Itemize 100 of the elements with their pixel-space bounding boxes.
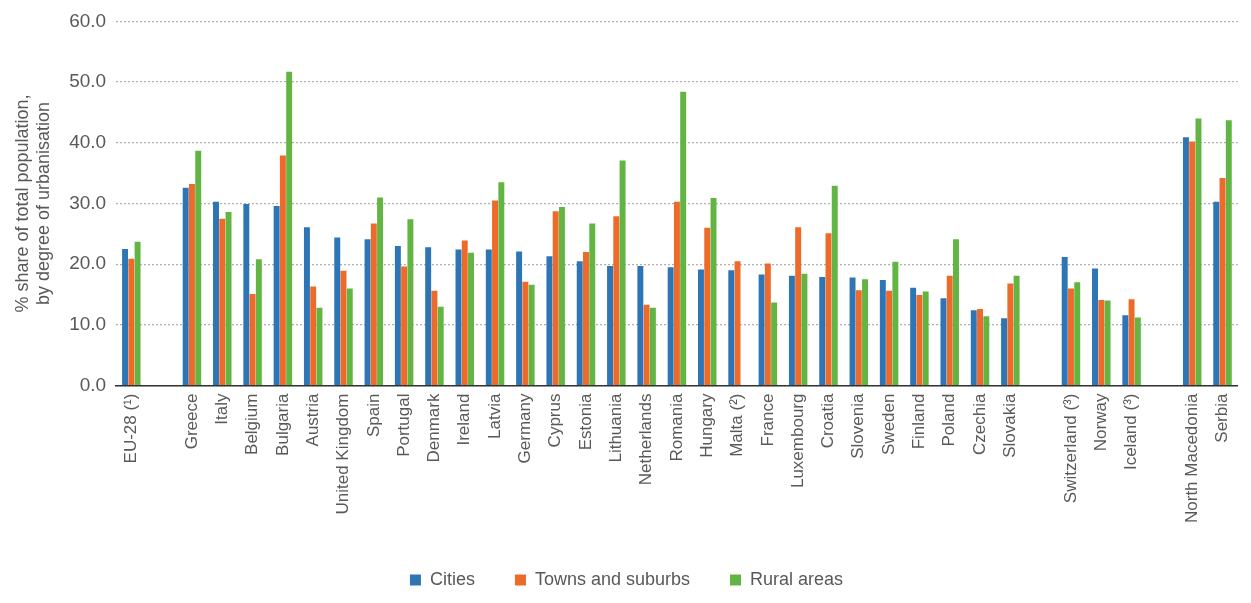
x-tick-label: Greece xyxy=(181,393,201,450)
bar xyxy=(1074,282,1081,385)
bar xyxy=(916,295,923,385)
bar xyxy=(425,247,432,385)
bar xyxy=(788,275,795,385)
x-tick-label: Iceland (³) xyxy=(1121,393,1141,471)
bar xyxy=(892,261,899,385)
x-tick-label: Belgium xyxy=(242,393,262,455)
bar xyxy=(182,187,189,385)
bar xyxy=(461,240,468,385)
bar xyxy=(576,261,583,385)
bar xyxy=(310,286,317,385)
x-tick-label: North Macedonia xyxy=(1181,393,1201,524)
bar xyxy=(195,150,202,385)
bar xyxy=(764,263,771,385)
bar xyxy=(680,91,687,385)
x-tick-label: Netherlands xyxy=(636,393,656,486)
bar xyxy=(728,270,735,385)
y-tick-label: 40.0 xyxy=(69,131,107,153)
x-tick-label: Cyprus xyxy=(545,393,565,448)
bar xyxy=(522,281,529,385)
bar xyxy=(940,298,947,385)
y-tick-label: 30.0 xyxy=(69,191,107,213)
bar xyxy=(831,185,838,385)
bar xyxy=(583,252,589,385)
bar xyxy=(589,223,596,385)
bar xyxy=(485,249,492,385)
x-tick-label: Estonia xyxy=(575,393,595,451)
bar xyxy=(364,239,371,385)
x-tick-label: EU-28 (¹) xyxy=(121,393,141,464)
bar xyxy=(558,207,565,385)
bar xyxy=(849,277,856,385)
y-tick-label: 10.0 xyxy=(69,313,107,335)
bar xyxy=(1195,118,1202,385)
bar xyxy=(546,256,553,385)
x-tick-label: Hungary xyxy=(696,393,716,458)
legend-label: Rural areas xyxy=(750,568,844,589)
y-tick-label: 0.0 xyxy=(79,373,107,395)
bar xyxy=(667,267,674,385)
bar xyxy=(528,284,535,385)
bar xyxy=(377,197,384,385)
x-tick-label: Germany xyxy=(515,393,535,464)
bar xyxy=(946,275,953,385)
bar xyxy=(370,223,377,385)
bar xyxy=(704,227,711,385)
bar xyxy=(619,160,626,385)
bar xyxy=(758,274,765,385)
bar xyxy=(879,279,886,385)
bar xyxy=(407,219,414,385)
bar xyxy=(1013,275,1020,385)
bar xyxy=(334,237,341,385)
bar xyxy=(698,269,704,385)
bar xyxy=(910,287,917,385)
x-tick-label: Poland xyxy=(939,393,959,447)
bar xyxy=(637,265,644,385)
bar xyxy=(855,290,862,385)
x-tick-label: Slovakia xyxy=(1000,393,1020,458)
bar xyxy=(970,310,977,385)
bar xyxy=(1061,256,1068,385)
x-tick-label: Norway xyxy=(1090,393,1110,452)
bar xyxy=(1067,288,1074,385)
x-tick-label: Luxembourg xyxy=(787,393,807,489)
bar xyxy=(492,200,499,385)
x-tick-label: Slovenia xyxy=(848,393,868,459)
x-tick-label: Czechia xyxy=(969,393,989,455)
bar xyxy=(303,227,310,385)
x-tick-label: Denmark xyxy=(424,393,444,463)
x-tick-label: Finland xyxy=(909,393,929,450)
bar xyxy=(128,258,135,385)
bar xyxy=(886,290,893,385)
bar xyxy=(213,201,219,385)
bar xyxy=(1182,137,1189,385)
bar xyxy=(1134,317,1141,385)
x-tick-label: France xyxy=(757,393,777,447)
x-tick-label: Italy xyxy=(211,393,231,425)
bar xyxy=(279,155,286,385)
bar xyxy=(188,184,195,385)
x-tick-label: Bulgaria xyxy=(272,393,292,456)
bar xyxy=(1001,318,1008,385)
bar xyxy=(862,279,869,385)
bar xyxy=(771,302,778,385)
bar xyxy=(255,259,262,385)
bar xyxy=(431,290,438,385)
bar xyxy=(273,205,280,385)
bar xyxy=(122,248,129,385)
bar xyxy=(1098,299,1105,385)
x-tick-label: Serbia xyxy=(1212,393,1232,443)
bar xyxy=(219,218,226,385)
bar xyxy=(468,252,474,385)
bar xyxy=(801,273,808,385)
bar xyxy=(394,245,401,385)
x-tick-label: Latvia xyxy=(484,393,504,439)
bar xyxy=(437,306,444,385)
bar xyxy=(1092,268,1098,385)
bar xyxy=(243,204,250,385)
bar xyxy=(516,251,523,385)
bar xyxy=(286,71,293,385)
bar xyxy=(983,316,990,385)
y-axis-title: % share of total population, by degree of urbanisation xyxy=(11,94,54,313)
bar xyxy=(795,227,802,385)
